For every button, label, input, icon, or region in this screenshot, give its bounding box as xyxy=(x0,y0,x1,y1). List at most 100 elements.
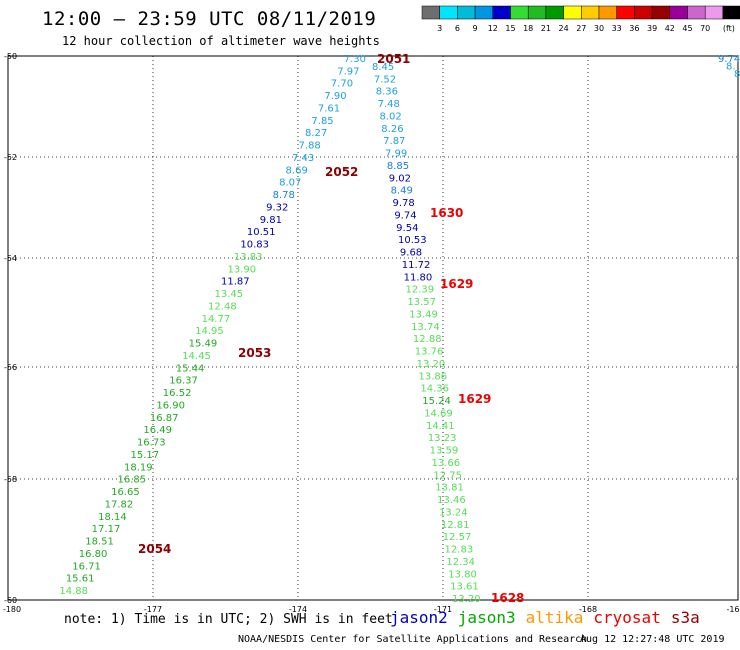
wave-height-value: 11.72 xyxy=(402,260,431,271)
wave-height-value: 12.39 xyxy=(405,285,434,296)
wave-height-value: 17.17 xyxy=(92,524,121,535)
colorbar-label: 70 xyxy=(700,24,710,33)
colorbar-label: 36 xyxy=(629,24,639,33)
wave-height-value: 13.20 xyxy=(452,594,481,605)
wave-height-value: 14.69 xyxy=(424,408,453,419)
wave-height-value: 16.80 xyxy=(79,549,108,560)
wave-height-value: 16.85 xyxy=(118,475,147,486)
wave-height-value: 14.36 xyxy=(420,384,449,395)
legend-jason3: jason3 xyxy=(457,608,516,627)
wave-height-value: 8.07 xyxy=(279,178,301,189)
wave-height-value: 13.23 xyxy=(428,433,457,444)
pass-time-label: 2051 xyxy=(377,52,410,66)
wave-height-value: 14.95 xyxy=(195,326,224,337)
wave-height-value: 12.83 xyxy=(445,545,474,556)
pass-time-label: 1630 xyxy=(430,206,463,220)
longitude-tick-label: -16 xyxy=(726,605,739,614)
wave-height-value: 13.76 xyxy=(415,347,444,358)
wave-height-value: 7.70 xyxy=(331,79,353,90)
wave-height-value: 13.57 xyxy=(407,297,436,308)
wave-height-value: 12.34 xyxy=(446,557,475,568)
wave-height-value: 8.26 xyxy=(381,124,403,135)
legend-s3a: s3a xyxy=(670,608,700,627)
wave-height-value: 7.87 xyxy=(383,136,405,147)
legend-jason2: jason2 xyxy=(390,608,448,627)
wave-height-value: 18.51 xyxy=(85,537,114,548)
wave-height-value: 13.86 xyxy=(419,371,448,382)
wave-height-value: 8.02 xyxy=(379,111,401,122)
pass-time-label: 1628 xyxy=(491,591,524,605)
wave-height-value: 13.90 xyxy=(227,264,256,275)
colorbar-label: 27 xyxy=(576,24,586,33)
colorbar-label: 30 xyxy=(594,24,604,33)
pass-time-label: 1629 xyxy=(458,392,491,406)
wave-height-value: 16.52 xyxy=(163,388,192,399)
map-title: 12:00 – 23:59 UTC 08/11/2019 xyxy=(42,8,377,30)
latitude-tick-label: -52 xyxy=(4,153,17,162)
colorbar-label: 21 xyxy=(541,24,551,33)
wave-height-value: 16.73 xyxy=(137,438,166,449)
jason2-track: 7.307.97 7.707.907.61 7.858.27 7.887.438.69… xyxy=(59,54,366,597)
wave-height-value: 13.45 xyxy=(215,289,244,300)
latitude-tick-label: -54 xyxy=(4,254,17,263)
wave-height-value: 7.90 xyxy=(324,91,346,102)
wave-height-value: 13.46 xyxy=(437,495,466,506)
colorbar-label: 9 xyxy=(473,24,478,33)
wave-height-value: 13.59 xyxy=(430,446,459,457)
wave-height-value: 16.90 xyxy=(156,400,185,411)
wave-height-value: 8. xyxy=(734,69,740,80)
wave-height-value: 15.61 xyxy=(66,574,95,585)
pass-time-label: 2052 xyxy=(325,165,358,179)
wave-height-value: 8.36 xyxy=(376,87,398,98)
colorbar-label: 6 xyxy=(455,24,460,33)
wave-height-value: 8.49 xyxy=(391,186,413,197)
wave-height-value: 9.74 xyxy=(394,210,416,221)
colorbar-label: 12 xyxy=(488,24,498,33)
credit-line: NOAA/NESDIS Center for Satellite Applica… xyxy=(238,634,588,645)
wave-height-value: 15.44 xyxy=(176,363,205,374)
wave-height-value: 7.97 xyxy=(337,66,359,77)
longitude-tick-label: -168 xyxy=(579,605,597,614)
wave-height-value: 12.48 xyxy=(208,301,237,312)
wave-height-value: 7.30 xyxy=(344,54,366,65)
legend-altika: altika xyxy=(525,608,584,627)
colorbar-label: 3 xyxy=(437,24,442,33)
latitude-tick-label: -60 xyxy=(4,596,17,605)
colorbar-label: 45 xyxy=(682,24,692,33)
wave-height-value: 16.71 xyxy=(72,561,101,572)
wave-height-value: 12.88 xyxy=(413,334,442,345)
map-frame xyxy=(7,55,739,601)
wave-height-value: 8.85 xyxy=(387,161,409,172)
colorbar-swatch xyxy=(722,5,740,20)
pass-time-labels: 2051 2052 2053 2054 1630 1629 1629 1628 xyxy=(138,52,524,605)
generation-timestamp: Aug 12 12:27:48 UTC 2019 xyxy=(580,634,725,645)
colorbar-label: 42 xyxy=(665,24,675,33)
wave-height-value: 12.57 xyxy=(443,532,472,543)
colorbar-label: 15 xyxy=(505,24,515,33)
wave-height-value: 10.51 xyxy=(247,227,276,238)
wave-height-value: 8.45 xyxy=(372,62,394,73)
colorbar-label: 18 xyxy=(523,24,533,33)
wave-height-value: 7.99 xyxy=(385,149,407,160)
wave-height-value: 13.66 xyxy=(432,458,461,469)
longitude-tick-label: -177 xyxy=(144,605,162,614)
wave-height-value: 7.88 xyxy=(298,141,320,152)
edge-track: 9.748.8. xyxy=(718,54,740,80)
units-note: note: 1) Time is in UTC; 2) SWH is in fe… xyxy=(64,612,393,627)
wave-height-value: 16.37 xyxy=(169,376,198,387)
wave-height-value: 15.17 xyxy=(130,450,159,461)
latitude-tick-label: -56 xyxy=(4,363,17,372)
latitude-tick-label: -58 xyxy=(4,475,17,484)
wave-height-value: 12.81 xyxy=(441,520,470,531)
wave-height-value: 8.69 xyxy=(286,165,308,176)
wave-height-value: 14.45 xyxy=(182,351,211,362)
wave-height-value: 18.19 xyxy=(124,462,153,473)
wave-height-value: 13.83 xyxy=(234,252,263,263)
wave-height-value: 13.74 xyxy=(411,322,440,333)
pass-time-label: 1629 xyxy=(440,277,473,291)
wave-height-value: 10.83 xyxy=(240,240,269,251)
wave-height-value: 16.65 xyxy=(111,487,140,498)
wave-height-value: 11.80 xyxy=(404,272,433,283)
wave-height-value: 8. xyxy=(726,62,736,73)
wave-height-value: 15.24 xyxy=(422,396,451,407)
